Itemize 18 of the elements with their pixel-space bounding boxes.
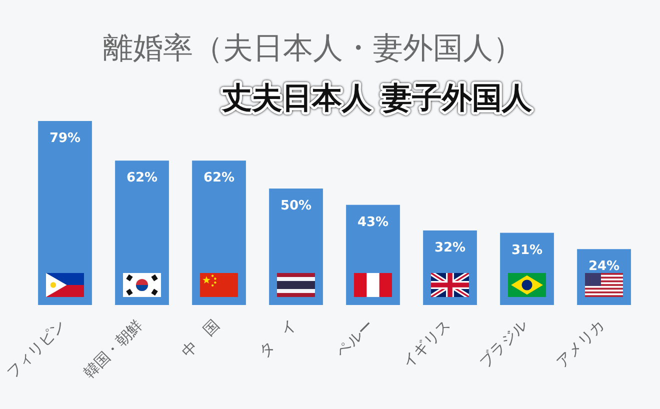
value-label: 62%: [126, 170, 158, 186]
x-tick-label: イギリス: [398, 316, 454, 372]
value-label: 62%: [203, 170, 235, 186]
x-tick-label: 韓国・朝鮮: [80, 316, 146, 382]
x-tick-label: アメリカ: [552, 316, 608, 372]
subtitle: 丈夫日本人 妻子外国人: [222, 81, 532, 116]
value-label: 31%: [511, 242, 543, 258]
x-tick-label: タ イ: [255, 316, 300, 361]
x-tick-label: ペルー: [332, 316, 377, 361]
value-label: 50%: [280, 198, 312, 214]
x-tick-label: ブラジル: [476, 316, 531, 372]
value-label: 32%: [434, 240, 466, 256]
x-tick-label: フィリピン: [3, 316, 69, 382]
title: 離婚率（夫日本人・妻外国人）: [103, 31, 523, 66]
value-label: 43%: [357, 214, 389, 230]
x-tick-label: 中 国: [178, 316, 223, 361]
value-label: 24%: [588, 259, 620, 274]
value-label: 79%: [49, 131, 81, 146]
